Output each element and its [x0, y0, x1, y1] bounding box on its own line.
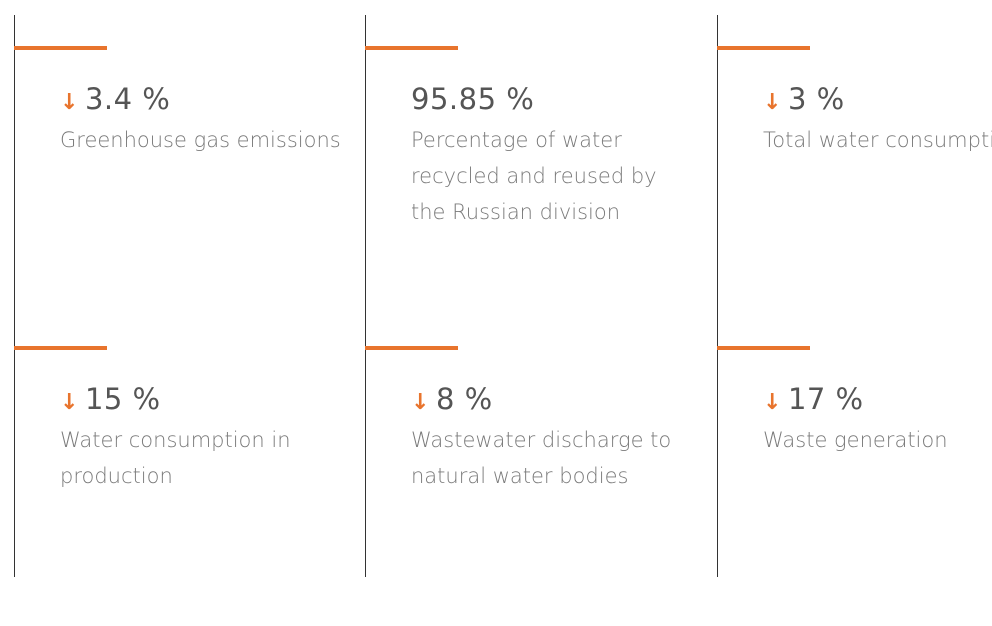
accent-bar [717, 46, 810, 50]
metric-number: 17 % [787, 382, 864, 416]
trend-arrow: ↓ [763, 90, 782, 115]
accent-bar [365, 346, 458, 350]
metric-description: Wastewater discharge to natural water bo… [411, 428, 672, 488]
metric-value: 95.85 % [411, 82, 534, 116]
accent-bar [14, 46, 107, 50]
metric-value: ↓ 17 % [763, 382, 864, 416]
metric-value: ↓ 3.4 % [60, 82, 170, 116]
metric-value: ↓ 3 % [763, 82, 845, 116]
metric-card: ↓ 15 % Water consumption in production [14, 346, 344, 626]
metric-card: ↓3 % Total water consumption [717, 46, 992, 326]
metric-number: 8 % [435, 382, 493, 416]
trend-arrow: ↓ [60, 390, 79, 415]
trend-arrow: ↓ [411, 390, 430, 415]
metric-value: ↓ 15 % [60, 382, 161, 416]
page: ↓ 3.4 % Greenhouse gas emissions 95.85 % Per… [14, 15, 992, 577]
metric-card: ↓ 8 % Wastewater discharge to natural wate… [365, 346, 695, 626]
metric-description: Water consumption in production [60, 428, 291, 488]
metric-description: Total water consumption [763, 128, 992, 152]
metric-number: 3 % [787, 82, 845, 116]
metric-card: ↓ 3.4 % Greenhouse gas emissions [14, 46, 344, 326]
divider [365, 15, 366, 577]
divider [14, 15, 15, 577]
metric-card: ↓ 17 % Waste generation [717, 346, 992, 626]
divider [717, 15, 718, 577]
trend-arrow: ↓ [60, 90, 79, 115]
metric-value: ↓ 8 % [411, 382, 493, 416]
accent-bar [365, 46, 458, 50]
metric-number: 15 % [84, 382, 161, 416]
metric-description: Waste generation [763, 428, 948, 452]
metric-card: 95.85 % Percentage of water recycled and … [365, 46, 695, 326]
accent-bar [14, 346, 107, 350]
metric-number: 3.4 % [84, 82, 171, 116]
metric-number: 95.85 % [411, 82, 535, 116]
accent-bar [717, 346, 810, 350]
metric-description: Greenhouse gas emissions [60, 128, 341, 152]
metric-description: Percentage of water recycled and reused … [411, 128, 657, 224]
trend-arrow: ↓ [763, 390, 782, 415]
